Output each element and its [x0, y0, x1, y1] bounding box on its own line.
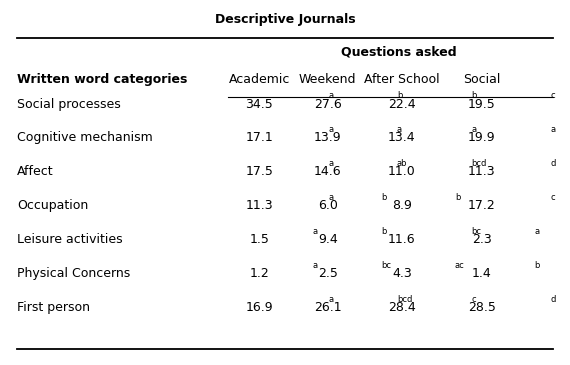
Text: 11.3: 11.3 — [468, 165, 495, 178]
Text: a: a — [328, 160, 333, 168]
Text: ab: ab — [397, 160, 408, 168]
Text: 13.9: 13.9 — [314, 131, 341, 145]
Text: Written word categories: Written word categories — [17, 73, 188, 86]
Text: 19.5: 19.5 — [468, 97, 495, 111]
Text: b: b — [397, 92, 402, 100]
Text: a: a — [312, 261, 317, 270]
Text: 17.2: 17.2 — [468, 199, 495, 212]
Text: Descriptive Journals: Descriptive Journals — [215, 13, 355, 26]
Text: b: b — [381, 193, 386, 202]
Text: Weekend: Weekend — [299, 73, 356, 86]
Text: a: a — [328, 295, 333, 304]
Text: 4.3: 4.3 — [392, 267, 412, 280]
Text: b: b — [455, 193, 460, 202]
Text: Questions asked: Questions asked — [341, 46, 457, 59]
Text: 27.6: 27.6 — [314, 97, 341, 111]
Text: 16.9: 16.9 — [246, 301, 273, 314]
Text: a: a — [328, 126, 333, 134]
Text: 14.6: 14.6 — [314, 165, 341, 178]
Text: Leisure activities: Leisure activities — [17, 233, 123, 246]
Text: 1.2: 1.2 — [250, 267, 269, 280]
Text: Academic: Academic — [229, 73, 290, 86]
Text: Occupation: Occupation — [17, 199, 88, 212]
Text: 34.5: 34.5 — [246, 97, 273, 111]
Text: Cognitive mechanism: Cognitive mechanism — [17, 131, 153, 145]
Text: 11.3: 11.3 — [246, 199, 273, 212]
Text: 17.1: 17.1 — [246, 131, 273, 145]
Text: c: c — [551, 92, 556, 100]
Text: 9.4: 9.4 — [318, 233, 337, 246]
Text: a: a — [328, 193, 333, 202]
Text: a: a — [551, 126, 556, 134]
Text: 2.3: 2.3 — [472, 233, 491, 246]
Text: First person: First person — [17, 301, 90, 314]
Text: After School: After School — [364, 73, 439, 86]
Text: 6.0: 6.0 — [318, 199, 337, 212]
Text: c: c — [471, 295, 476, 304]
Text: Social processes: Social processes — [17, 97, 121, 111]
Text: a: a — [397, 126, 402, 134]
Text: ac: ac — [455, 261, 465, 270]
Text: bc: bc — [381, 261, 391, 270]
Text: 19.9: 19.9 — [468, 131, 495, 145]
Text: 11.6: 11.6 — [388, 233, 416, 246]
Text: Affect: Affect — [17, 165, 54, 178]
Text: 28.4: 28.4 — [388, 301, 416, 314]
Text: c: c — [551, 193, 556, 202]
Text: 11.0: 11.0 — [388, 165, 416, 178]
Text: 22.4: 22.4 — [388, 97, 416, 111]
Text: 26.1: 26.1 — [314, 301, 341, 314]
Text: 1.4: 1.4 — [472, 267, 491, 280]
Text: a: a — [535, 227, 540, 236]
Text: 28.5: 28.5 — [468, 301, 495, 314]
Text: bc: bc — [471, 227, 481, 236]
Text: a: a — [312, 227, 317, 236]
Text: 17.5: 17.5 — [246, 165, 273, 178]
Text: 2.5: 2.5 — [318, 267, 337, 280]
Text: b: b — [381, 227, 386, 236]
Text: d: d — [551, 295, 556, 304]
Text: bcd: bcd — [471, 160, 486, 168]
Text: 13.4: 13.4 — [388, 131, 416, 145]
Text: a: a — [328, 92, 333, 100]
Text: 8.9: 8.9 — [392, 199, 412, 212]
Text: b: b — [471, 92, 477, 100]
Text: b: b — [535, 261, 540, 270]
Text: Social: Social — [463, 73, 500, 86]
Text: a: a — [471, 126, 476, 134]
Text: 1.5: 1.5 — [250, 233, 269, 246]
Text: Physical Concerns: Physical Concerns — [17, 267, 131, 280]
Text: bcd: bcd — [397, 295, 412, 304]
Text: d: d — [551, 160, 556, 168]
